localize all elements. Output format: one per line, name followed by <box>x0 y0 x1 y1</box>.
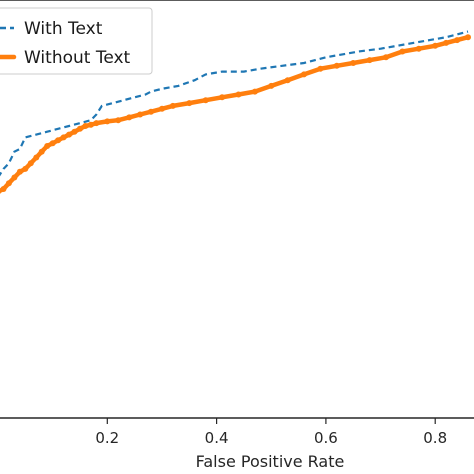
series-point-without-text <box>443 39 450 46</box>
x-tick-label: 0.6 <box>314 429 338 447</box>
x-tick-label: 0.4 <box>205 429 229 447</box>
series-point-without-text <box>148 108 154 115</box>
legend-box <box>0 7 153 75</box>
series-point-without-text <box>82 123 89 129</box>
series-point-without-text <box>399 48 406 55</box>
series-point-without-text <box>44 143 51 149</box>
series-point-without-text <box>0 189 1 195</box>
series-point-without-text <box>159 105 165 112</box>
series-point-without-text <box>33 154 40 161</box>
legend: With Text Without Text <box>0 7 153 75</box>
series-point-without-text <box>317 65 324 72</box>
series-point-without-text <box>235 91 242 98</box>
legend-label-without-text: Without Text <box>24 48 131 68</box>
series-line-with-text <box>0 30 469 177</box>
series-point-without-text <box>66 131 72 138</box>
series-point-without-text <box>186 100 193 107</box>
series-point-without-text <box>432 42 439 49</box>
series-point-without-text <box>333 62 340 69</box>
series-point-without-text <box>465 34 471 41</box>
x-tick-label: 0.2 <box>95 429 119 447</box>
series-point-without-text <box>126 114 133 121</box>
series-point-without-text <box>454 37 461 44</box>
series-point-without-text <box>104 118 111 125</box>
series-point-without-text <box>219 94 226 101</box>
series-point-without-text <box>49 140 56 147</box>
plot-series <box>0 30 471 195</box>
series-point-without-text <box>137 111 144 118</box>
series-point-without-text <box>251 88 258 95</box>
series-point-without-text <box>115 117 122 124</box>
series-point-without-text <box>77 125 83 132</box>
series-point-without-text <box>93 120 100 127</box>
x-tick-label: 0.8 <box>423 429 447 447</box>
series-point-without-text <box>0 186 7 192</box>
series-point-without-text <box>16 168 23 175</box>
series-point-without-text <box>202 97 209 104</box>
series-point-without-text <box>22 165 29 172</box>
series-point-without-text <box>350 60 357 66</box>
series-point-without-text <box>301 71 307 78</box>
series-point-without-text <box>55 137 62 144</box>
x-ticks: 0.2 0.4 0.6 0.8 <box>95 418 447 447</box>
series-point-without-text <box>284 77 291 84</box>
series-point-without-text <box>27 160 34 167</box>
series-point-without-text <box>87 121 94 128</box>
series-point-without-text <box>60 134 67 141</box>
series-point-without-text <box>71 128 78 135</box>
series-point-without-text <box>366 57 373 64</box>
series-point-without-text <box>268 82 275 89</box>
series-point-without-text <box>5 180 12 187</box>
series-point-without-text <box>38 148 45 155</box>
series-point-without-text <box>415 45 422 52</box>
series-point-without-text <box>11 174 18 181</box>
x-axis-title: False Positive Rate <box>196 452 345 471</box>
series-point-without-text <box>383 54 389 61</box>
legend-label-with-text: With Text <box>24 19 103 39</box>
series-point-without-text <box>169 102 176 109</box>
